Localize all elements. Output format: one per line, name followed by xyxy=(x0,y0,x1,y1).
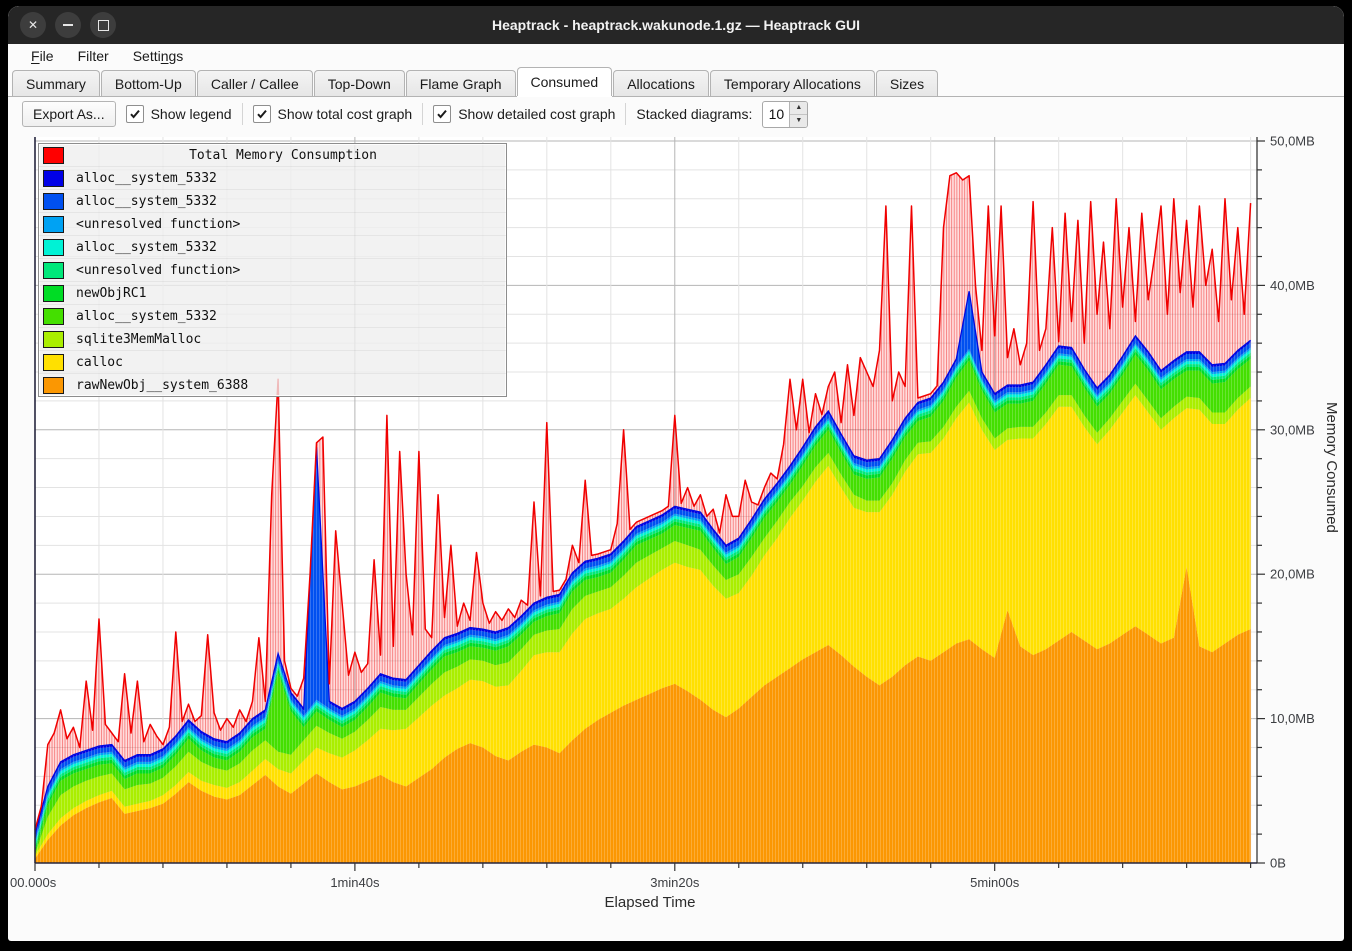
legend-item: newObjRC1 xyxy=(39,281,506,304)
y-tick-label: 50,0MB xyxy=(1270,134,1315,149)
tab-bar: Summary Bottom-Up Caller / Callee Top-Down F… xyxy=(8,67,1344,97)
legend-label: Total Memory Consumption xyxy=(189,147,377,163)
checkbox-show-detailed-cost-graph[interactable]: Show detailed cost graph xyxy=(433,105,615,123)
stacked-diagrams-label: Stacked diagrams: xyxy=(636,106,753,122)
menu-file[interactable]: File xyxy=(31,48,54,64)
window-controls: ✕ xyxy=(20,6,116,44)
checkbox-box[interactable] xyxy=(125,105,144,123)
checkmark-icon xyxy=(437,109,447,119)
menu-filter[interactable]: Filter xyxy=(77,48,109,64)
legend-label: calloc xyxy=(76,354,123,370)
stacked-diagrams-value[interactable]: 10 xyxy=(768,106,785,122)
x-axis-title: Elapsed Time xyxy=(604,894,696,911)
legend-label: alloc__system_5332 xyxy=(76,170,217,186)
stacked-diagrams-spinner[interactable]: 10 ▲ ▼ xyxy=(762,100,809,128)
legend-item: <unresolved function> xyxy=(39,212,506,235)
legend-swatch xyxy=(43,192,64,210)
checkmark-icon xyxy=(129,109,140,119)
tab-consumed[interactable]: Consumed xyxy=(516,67,613,96)
legend-swatch xyxy=(43,169,64,187)
tab-caller-callee[interactable]: Caller / Callee xyxy=(196,70,313,96)
tab-temporary-allocations[interactable]: Temporary Allocations xyxy=(709,70,875,96)
tab-top-down[interactable]: Top-Down xyxy=(313,70,405,96)
legend-swatch xyxy=(43,353,64,371)
legend-label: alloc__system_5332 xyxy=(76,193,217,209)
checkbox-label: Show detailed cost graph xyxy=(458,106,616,122)
legend-label: alloc__system_5332 xyxy=(76,308,217,324)
close-button[interactable]: ✕ xyxy=(20,12,46,38)
maximize-icon xyxy=(97,19,109,31)
spinner-down-button[interactable]: ▼ xyxy=(790,114,808,127)
legend-item: alloc__system_5332 xyxy=(39,189,506,212)
checkbox-label: Show legend xyxy=(150,106,232,122)
memory-consumption-chart[interactable]: 0B 10,0MB 20,0MB 30,0MB 40,0MB 50,0MB 00.000s 1… xyxy=(10,132,1342,919)
spinner-up-button[interactable]: ▲ xyxy=(790,101,808,115)
tab-summary[interactable]: Summary xyxy=(12,70,100,96)
y-tick-label: 10,0MB xyxy=(1270,711,1315,726)
titlebar[interactable]: ✕ Heaptrack - heaptrack.wakunode.1.gz — … xyxy=(8,6,1344,44)
checkbox-show-total-cost-graph[interactable]: Show total cost graph xyxy=(252,105,413,123)
legend-label: alloc__system_5332 xyxy=(76,239,217,255)
checkmark-icon xyxy=(256,109,267,119)
toolbar-separator xyxy=(422,103,424,125)
legend-swatch xyxy=(43,238,64,256)
toolbar-separator xyxy=(241,103,243,125)
chart-legend: Total Memory Consumption alloc__system_53… xyxy=(38,143,507,397)
legend-label: <unresolved function> xyxy=(76,216,241,232)
y-tick-label: 40,0MB xyxy=(1270,278,1315,293)
legend-swatch xyxy=(43,146,64,164)
legend-label: <unresolved function> xyxy=(76,262,241,278)
y-tick-label: 20,0MB xyxy=(1270,567,1315,582)
legend-swatch xyxy=(43,330,64,348)
y-axis-title: Memory Consumed xyxy=(1323,402,1340,533)
legend-item: alloc__system_5332 xyxy=(39,235,506,258)
maximize-button[interactable] xyxy=(90,12,116,38)
tab-sizes[interactable]: Sizes xyxy=(875,70,939,96)
legend-label: sqlite3MemMalloc xyxy=(76,331,202,347)
legend-swatch xyxy=(43,376,64,394)
legend-label: newObjRC1 xyxy=(76,285,147,301)
minimize-button[interactable] xyxy=(55,12,81,38)
window-title: Heaptrack - heaptrack.wakunode.1.gz — He… xyxy=(491,17,860,33)
checkbox-box[interactable] xyxy=(252,105,271,123)
x-tick-label: 3min20s xyxy=(650,875,700,890)
menu-bar: File Filter Settings xyxy=(8,44,1344,68)
legend-item: sqlite3MemMalloc xyxy=(39,327,506,350)
x-tick-label: 1min40s xyxy=(330,875,380,890)
legend-item: rawNewObj__system_6388 xyxy=(39,373,506,396)
x-tick-label: 00.000s xyxy=(10,875,57,890)
minimize-icon xyxy=(63,24,73,26)
tab-flame-graph[interactable]: Flame Graph xyxy=(405,70,516,96)
export-as-button[interactable]: Export As... xyxy=(22,101,116,127)
legend-swatch xyxy=(43,284,64,302)
toolbar: Export As... Show legend Show total cost … xyxy=(8,97,1344,131)
y-tick-label: 30,0MB xyxy=(1270,422,1315,437)
menu-settings[interactable]: Settings xyxy=(132,48,184,64)
legend-item: alloc__system_5332 xyxy=(39,304,506,327)
stack-top-line xyxy=(34,291,1252,835)
checkbox-box[interactable] xyxy=(433,105,452,123)
x-tick-label: 5min00s xyxy=(970,875,1020,890)
legend-item: calloc xyxy=(39,350,506,373)
legend-swatch xyxy=(43,307,64,325)
legend-label: rawNewObj__system_6388 xyxy=(76,377,249,393)
legend-swatch xyxy=(43,215,64,233)
legend-swatch xyxy=(43,261,64,279)
spinner-buttons: ▲ ▼ xyxy=(789,101,808,127)
toolbar-separator xyxy=(625,103,627,125)
tab-allocations[interactable]: Allocations xyxy=(613,70,709,96)
legend-item: alloc__system_5332 xyxy=(39,166,506,189)
legend-title-row: Total Memory Consumption xyxy=(39,144,506,166)
heaptrack-window: ✕ Heaptrack - heaptrack.wakunode.1.gz — … xyxy=(8,6,1344,941)
checkbox-show-legend[interactable]: Show legend xyxy=(125,105,232,123)
legend-item: <unresolved function> xyxy=(39,258,506,281)
total-memory-line xyxy=(34,172,1252,830)
tab-bottom-up[interactable]: Bottom-Up xyxy=(100,70,196,96)
close-icon: ✕ xyxy=(27,18,39,32)
y-tick-label: 0B xyxy=(1270,856,1286,871)
checkbox-label: Show total cost graph xyxy=(277,106,413,122)
